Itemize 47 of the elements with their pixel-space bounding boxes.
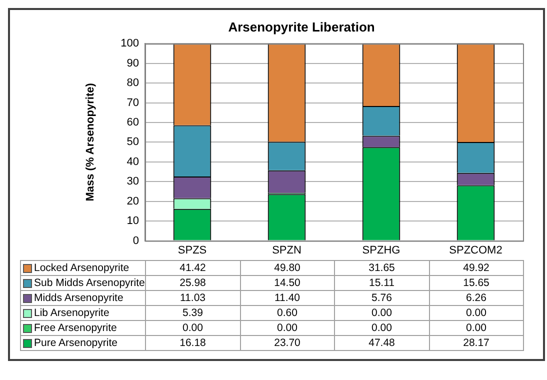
y-tick-label: 60 bbox=[126, 116, 139, 129]
data-label: 41.42 bbox=[146, 260, 240, 276]
y-tick-label: 70 bbox=[126, 96, 139, 109]
legend-label: Sub Midds Arsenopyrite bbox=[34, 277, 145, 289]
legend-label: Free Arsenopyrite bbox=[34, 322, 117, 334]
data-label: 16.18 bbox=[146, 336, 240, 350]
y-tick-label: 80 bbox=[126, 77, 139, 90]
y-tick-label: 100 bbox=[120, 38, 139, 50]
y-tick-label: 0 bbox=[132, 234, 139, 247]
data-label: 23.70 bbox=[240, 336, 334, 350]
data-label: 14.50 bbox=[240, 276, 334, 290]
chart-title: Arsenopyrite Liberation bbox=[228, 19, 375, 34]
data-label: 0.00 bbox=[146, 320, 240, 336]
data-label: 0.00 bbox=[429, 306, 524, 320]
data-label: 0.00 bbox=[334, 320, 429, 336]
data-label: 15.65 bbox=[429, 276, 524, 290]
data-label: 11.03 bbox=[146, 290, 240, 306]
data-label: 11.40 bbox=[240, 290, 334, 306]
data-label: 25.98 bbox=[146, 276, 240, 290]
data-label: 49.80 bbox=[240, 260, 334, 276]
legend-label: Lib Arsenopyrite bbox=[34, 307, 110, 319]
y-tick-label: 90 bbox=[126, 57, 139, 70]
data-label: 0.00 bbox=[240, 320, 334, 336]
data-label: 0.00 bbox=[429, 320, 524, 336]
legend-label: Midds Arsenopyrite bbox=[34, 292, 124, 304]
y-tick-label: 50 bbox=[126, 136, 139, 148]
data-label: 5.39 bbox=[146, 306, 240, 320]
y-tick-label: 10 bbox=[126, 215, 139, 228]
data-label: 28.17 bbox=[429, 336, 524, 350]
data-label: 6.26 bbox=[429, 290, 524, 306]
y-axis-title: Mass (% Arsenopyrite) bbox=[84, 82, 97, 202]
y-tick-label: 20 bbox=[126, 195, 139, 208]
data-label: 49.92 bbox=[429, 260, 524, 276]
x-tick-label: SPZCOM2 bbox=[449, 244, 502, 256]
y-tick-label: 30 bbox=[126, 176, 139, 188]
legend-label: Pure Arsenopyrite bbox=[34, 337, 118, 349]
data-label: 15.11 bbox=[334, 276, 429, 290]
data-label: 0.60 bbox=[240, 306, 334, 320]
data-label: 47.48 bbox=[334, 336, 429, 350]
y-tick-label: 40 bbox=[126, 156, 139, 168]
x-tick-label: SPZS bbox=[178, 244, 207, 256]
x-tick-label: SPZN bbox=[272, 244, 302, 256]
x-tick-label: SPZHG bbox=[362, 244, 400, 256]
legend-label: Locked Arsenopyrite bbox=[34, 262, 130, 274]
data-label: 0.00 bbox=[334, 306, 429, 320]
data-label: 31.65 bbox=[334, 260, 429, 276]
data-label: 5.76 bbox=[334, 290, 429, 306]
